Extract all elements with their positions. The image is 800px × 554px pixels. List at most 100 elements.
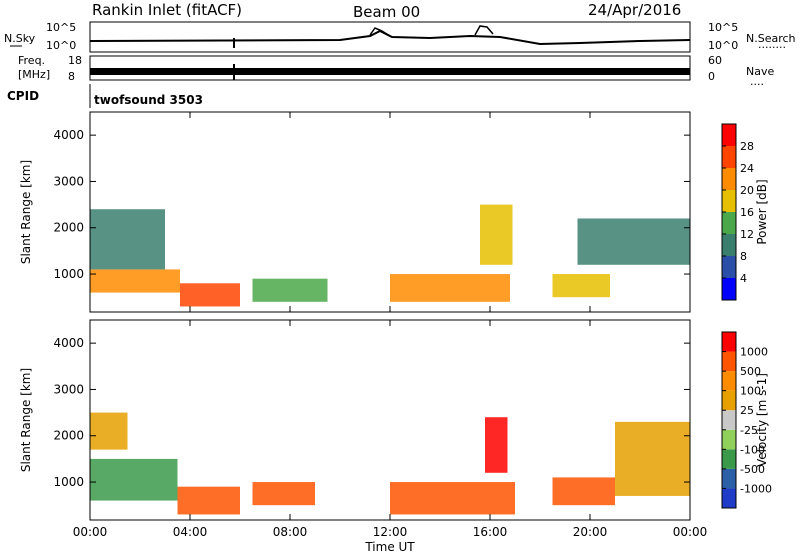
- colorbar-tick-label: 500: [740, 365, 761, 378]
- velocity-colorbar: 1000 500 100 25 -25 -100 -500 -1000: [721, 331, 772, 509]
- noise-sky-trace: [89, 29, 691, 46]
- freq-units: [MHz]: [18, 68, 50, 81]
- colorbar-segment: [722, 146, 736, 168]
- cpid-label: CPID: [7, 89, 39, 103]
- beam-title: Beam 00: [353, 3, 420, 21]
- noise-right-tick-bottom: 10^0: [708, 39, 738, 52]
- velocity-ylabel: Slant Range [km]: [19, 368, 33, 472]
- noise-left-tick-top: 10^5: [46, 21, 76, 34]
- freq-right-tick-bottom: 0: [708, 70, 715, 83]
- power-ylabel: Slant Range [km]: [19, 160, 33, 264]
- colorbar-tick-label: 1000: [740, 346, 768, 359]
- colorbar-segment: [722, 390, 736, 411]
- power-colorbar: 4 8 12 16 20 24 28: [721, 123, 754, 301]
- freq-label: Freq.: [18, 54, 45, 67]
- x-tick-label: 04:00: [173, 525, 208, 539]
- y-tick-label: 2000: [53, 221, 84, 235]
- heatmap-cell: [552, 477, 615, 506]
- noise-right-tick-top: 10^5: [708, 21, 738, 34]
- colorbar-segment: [722, 278, 736, 300]
- freq-right-tick-top: 60: [708, 54, 722, 67]
- heatmap-cell: [390, 482, 515, 515]
- x-tick-label: 20:00: [573, 525, 608, 539]
- heatmap-cell: [90, 412, 128, 450]
- freq-left-tick-top: 18: [68, 54, 82, 67]
- colorbar-segment: [722, 124, 736, 146]
- heatmap-cell: [390, 274, 510, 302]
- colorbar-segment: [722, 449, 736, 469]
- velocity-heatmap: [90, 412, 690, 515]
- heatmap-cell: [90, 458, 178, 501]
- heatmap-cell: [90, 209, 165, 270]
- colorbar-tick-label: -100: [740, 443, 765, 456]
- noise-left-tick-bottom: 10^0: [46, 39, 76, 52]
- x-tick-label: 00:00: [73, 525, 108, 539]
- heatmap-cell: [177, 486, 240, 515]
- colorbar-segment: [722, 488, 736, 508]
- colorbar-segment: [722, 190, 736, 212]
- nave-label: Nave: [746, 65, 774, 78]
- y-tick-label: 1000: [53, 267, 84, 281]
- colorbar-tick-label: 24: [740, 162, 754, 175]
- heatmap-cell: [252, 278, 328, 302]
- heatmap-cell: [552, 274, 610, 298]
- colorbar-tick-label: 4: [740, 272, 747, 285]
- heatmap-cell: [180, 283, 240, 307]
- y-tick-label: 1000: [53, 475, 84, 489]
- x-axis-label: Time UT: [364, 540, 415, 554]
- date-title: 24/Apr/2016: [588, 1, 681, 19]
- colorbar-segment: [722, 468, 736, 489]
- colorbar-tick-label: -25: [740, 424, 758, 437]
- velocity-colorbar-label: Velocity [m s-1]: [755, 373, 769, 467]
- y-tick-label: 3000: [53, 382, 84, 396]
- colorbar-tick-label: 8: [740, 250, 747, 263]
- cpid-text: twofsound 3503: [94, 93, 203, 107]
- heatmap-cell: [480, 204, 513, 265]
- colorbar-segment: [722, 429, 736, 450]
- x-tick-label: 08:00: [273, 525, 308, 539]
- colorbar-tick-label: -1000: [740, 482, 772, 495]
- power-colorbar-label: Power [dB]: [755, 179, 769, 244]
- nsearch-dots: ........: [758, 38, 786, 51]
- heatmap-cell: [615, 421, 690, 496]
- heatmap-cell: [577, 218, 690, 265]
- x-tick-label: 12:00: [373, 525, 408, 539]
- station-title: Rankin Inlet (fitACF): [92, 1, 242, 19]
- colorbar-tick-label: 25: [740, 404, 754, 417]
- heatmap-cell: [90, 269, 180, 293]
- power-y-ticks: 1000 2000 3000 4000: [53, 128, 690, 281]
- colorbar-segment: [722, 410, 736, 430]
- y-tick-label: 4000: [53, 128, 84, 142]
- colorbar-tick-label: 12: [740, 228, 754, 241]
- nsky-label: N.Sky: [4, 32, 36, 45]
- colorbar-segment: [722, 332, 736, 352]
- colorbar-segment: [722, 256, 736, 278]
- nsearch-label: N.Search: [746, 32, 796, 45]
- x-tick-label: 16:00: [473, 525, 508, 539]
- freq-left-tick-bottom: 8: [68, 70, 75, 83]
- power-heatmap: [90, 204, 690, 307]
- heatmap-cell: [252, 482, 315, 506]
- colorbar-segment: [722, 234, 736, 256]
- colorbar-tick-label: 20: [740, 184, 754, 197]
- colorbar-tick-label: 28: [740, 140, 754, 153]
- heatmap-cell: [485, 417, 508, 473]
- freq-trace: [90, 68, 690, 75]
- y-tick-label: 3000: [53, 174, 84, 188]
- y-tick-label: 4000: [53, 336, 84, 350]
- y-tick-label: 2000: [53, 429, 84, 443]
- colorbar-segment: [722, 351, 736, 372]
- colorbar-segment: [722, 212, 736, 234]
- colorbar-segment: [722, 371, 736, 391]
- noise-panel-frame: [89, 21, 691, 53]
- x-tick-label: 00:00: [673, 525, 708, 539]
- colorbar-tick-label: 16: [740, 206, 754, 219]
- colorbar-tick-label: 100: [740, 385, 761, 398]
- nave-dots: ....: [750, 75, 764, 88]
- noise-search-scatter: [369, 25, 494, 37]
- velocity-y-ticks: 1000 2000 3000 4000: [53, 336, 690, 489]
- colorbar-frame: [721, 331, 737, 509]
- colorbar-segment: [722, 168, 736, 190]
- colorbar-tick-label: -500: [740, 463, 765, 476]
